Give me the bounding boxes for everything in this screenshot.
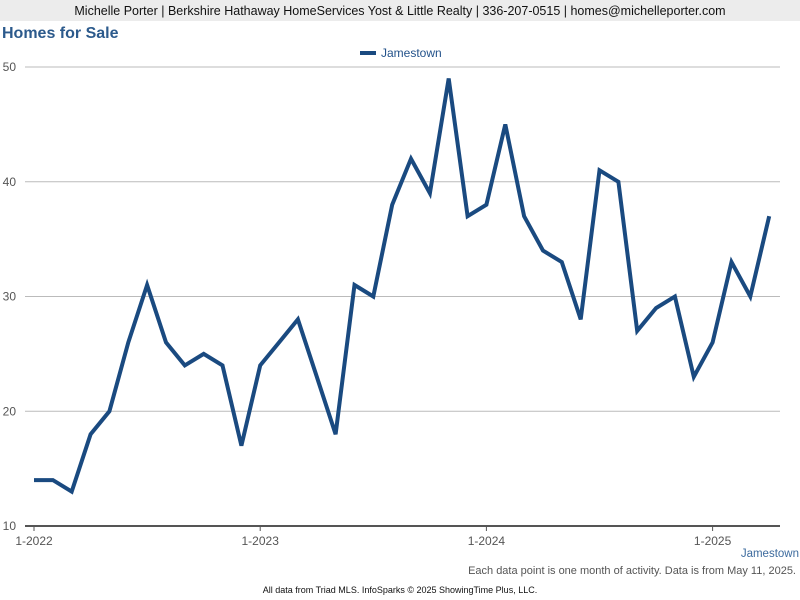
x-tick-label: 1-2024	[468, 534, 506, 548]
location-label: Jamestown	[740, 548, 799, 560]
x-tick-label: 1-2025	[694, 534, 732, 548]
agent-info-text: Michelle Porter | Berkshire Hathaway Hom…	[74, 3, 726, 18]
y-tick-label: 40	[3, 175, 17, 189]
y-tick-label: 30	[3, 290, 17, 304]
y-tick-label: 20	[3, 404, 17, 418]
agent-info-bar: Michelle Porter | Berkshire Hathaway Hom…	[0, 0, 800, 21]
activity-note: Each data point is one month of activity…	[468, 565, 796, 577]
y-tick-label: 10	[3, 519, 17, 533]
series-line-jamestown[interactable]	[34, 78, 772, 495]
chart-legend[interactable]: Jamestown	[360, 46, 442, 60]
chart-title: Homes for Sale	[2, 25, 119, 42]
legend-swatch	[360, 51, 376, 55]
gridlines: 10 20 30 40 50	[3, 60, 780, 533]
x-tick-label: 1-2022	[15, 534, 53, 548]
y-tick-label: 50	[3, 60, 17, 74]
source-footer: All data from Triad MLS. InfoSparks © 20…	[262, 585, 538, 595]
legend-label: Jamestown	[381, 46, 442, 60]
series-layer[interactable]	[32, 77, 772, 495]
x-axis: 1-2022 1-2023 1-2024 1-2025	[15, 525, 780, 548]
x-tick-label: 1-2023	[242, 534, 280, 548]
